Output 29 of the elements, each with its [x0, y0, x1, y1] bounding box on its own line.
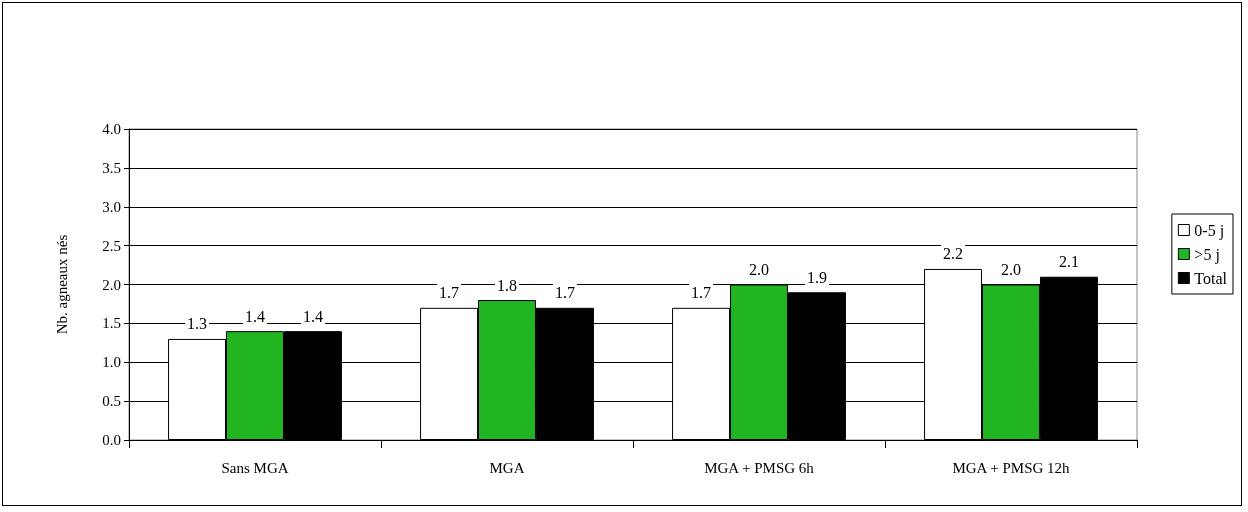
data-label: 1.9	[806, 268, 827, 286]
data-label: 2.1	[1058, 253, 1079, 271]
x-tick-label: MGA + PMSG 12h	[952, 459, 1071, 476]
y-tick-label: 0.5	[102, 393, 121, 410]
data-label: 1.7	[691, 284, 712, 302]
x-tick-label: Sans MGA	[221, 459, 289, 476]
data-label: 1.4	[302, 307, 323, 325]
data-label: 2.0	[1001, 261, 1021, 278]
data-label: 2.0	[749, 261, 769, 278]
y-tick-label: 1.5	[102, 315, 121, 332]
data-label: 2.2	[943, 245, 964, 263]
data-label: 1.8	[497, 276, 517, 294]
y-tick-label: 3.0	[102, 198, 121, 215]
y-tick-label: 4.0	[102, 121, 121, 137]
data-label: 1.3	[187, 315, 208, 333]
legend-label: >5 j	[1194, 245, 1220, 264]
x-tick-label: MGA	[489, 459, 525, 476]
y-tick-label: 2.5	[102, 237, 121, 254]
y-tick-label: 2.0	[102, 276, 121, 293]
y-tick-label: 3.5	[102, 159, 121, 176]
x-tick-label: MGA + PMSG 6h	[704, 459, 815, 476]
y-tick-label: 0.0	[102, 432, 121, 448]
legend-label: 0-5 j	[1194, 221, 1225, 240]
y-tick-label: 1.0	[102, 354, 121, 371]
data-label: 1.4	[245, 307, 265, 325]
y-axis-title: Nb. agneaux nés	[53, 234, 70, 335]
data-label: 1.7	[439, 284, 460, 302]
data-label: 1.7	[554, 284, 575, 302]
legend-label: Total	[1194, 269, 1228, 287]
